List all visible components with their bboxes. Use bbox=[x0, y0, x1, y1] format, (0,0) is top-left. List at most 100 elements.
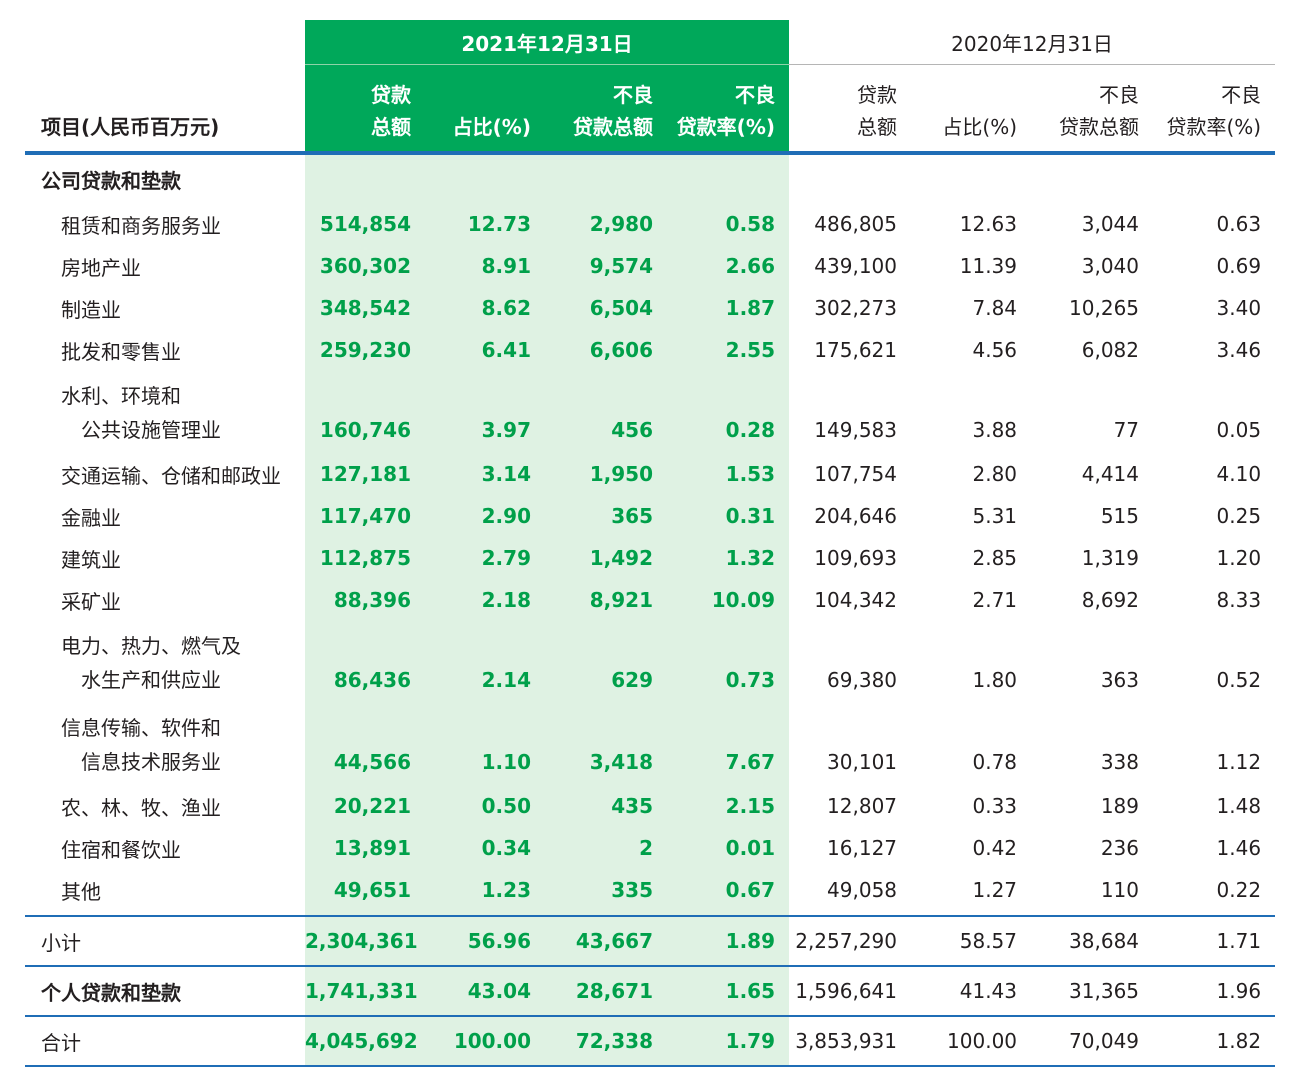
cell-share-2021: 8.62 bbox=[425, 287, 545, 329]
cell-npl-ratio-2020: 3.46 bbox=[1216, 338, 1262, 362]
cell-share-2021: 0.50 bbox=[425, 785, 545, 827]
cell-npl-ratio-2021: 2.55 bbox=[667, 329, 790, 371]
table-row: 采矿业 88,396 2.18 8,921 10.09 104,342 2.71 8,692 8… bbox=[25, 579, 1275, 621]
cell-loans-2021: 13,891 bbox=[305, 827, 425, 869]
col-2020-npl-l1: 不良 bbox=[1099, 83, 1140, 107]
cell-loans-2020: 104,342 bbox=[814, 588, 898, 612]
cell-npl-ratio-2020: 4.10 bbox=[1216, 462, 1262, 486]
blank-cell bbox=[1153, 153, 1275, 203]
cell-npl-2020: 6,082 bbox=[1081, 338, 1140, 362]
cell-npl-2020: 236 bbox=[1100, 836, 1140, 860]
section-row-corporate: 公司贷款和垫款 bbox=[25, 153, 1275, 203]
cell-loans-2021: 2,304,361 bbox=[305, 915, 425, 966]
cell-share-2021: 0.34 bbox=[425, 827, 545, 869]
cell-loans-2020: 302,273 bbox=[814, 296, 898, 320]
cell-loans-2020: 439,100 bbox=[814, 254, 898, 278]
row-label: 个人贷款和垫款 bbox=[25, 965, 305, 1016]
col-2020-nplr: 不良 贷款率(%) bbox=[1153, 64, 1276, 155]
row-label-line2: 水生产和供应业 bbox=[81, 668, 221, 692]
cell-npl-2021: 1,492 bbox=[545, 537, 667, 579]
cell-npl-ratio-2020: 1.71 bbox=[1153, 915, 1276, 966]
loan-industry-table-container: 2021年12月31日 2020年12月31日 项目(人民币百万元) 贷款 总额 … bbox=[25, 20, 1276, 1067]
cell-share-2021: 100.00 bbox=[425, 1015, 545, 1067]
spacer-cell bbox=[425, 911, 545, 916]
row-label-line2: 信息技术服务业 bbox=[81, 750, 221, 774]
cell-loans-2021: 127,181 bbox=[305, 453, 425, 495]
row-label: 交通运输、仓储和邮政业 bbox=[61, 463, 281, 488]
cell-npl-ratio-2021: 2.66 bbox=[667, 245, 790, 287]
col-2020-loans-l2: 总额 bbox=[857, 115, 898, 139]
cell-npl-2021: 8,921 bbox=[545, 579, 667, 621]
col-2020-share-label: 占比(%) bbox=[942, 115, 1018, 139]
cell-npl-ratio-2020: 1.96 bbox=[1153, 965, 1276, 1016]
cell-npl-2021: 629 bbox=[545, 621, 667, 703]
cell-share-2021: 2.18 bbox=[425, 579, 545, 621]
cell-share-2021: 2.79 bbox=[425, 537, 545, 579]
table-body: 公司贷款和垫款 租赁和商务服务业 514,854 12.73 2,980 0.58 486… bbox=[25, 153, 1276, 1067]
personal-loans-row: 个人贷款和垫款 1,741,331 43.04 28,671 1.65 1,596,641… bbox=[25, 965, 1276, 1016]
cell-loans-2021: 259,230 bbox=[305, 329, 425, 371]
cell-npl-2020: 4,414 bbox=[1081, 462, 1140, 486]
grand-total-row: 合计 4,045,692 100.00 72,338 1.79 3,853,931 100.… bbox=[25, 1015, 1276, 1067]
cell-loans-2020: 486,805 bbox=[814, 212, 898, 236]
cell-npl-2021: 335 bbox=[545, 869, 667, 911]
row-label: 租赁和商务服务业 bbox=[61, 213, 221, 238]
cell-npl-2021: 2 bbox=[545, 827, 667, 869]
cell-npl-ratio-2020: 1.48 bbox=[1216, 794, 1262, 818]
cell-loans-2020: 69,380 bbox=[827, 668, 898, 692]
cell-share-2021: 3.97 bbox=[425, 371, 545, 453]
row-label: 其他 bbox=[61, 879, 101, 904]
cell-loans-2020: 16,127 bbox=[827, 836, 898, 860]
row-label-line1: 水利、环境和 bbox=[61, 384, 181, 408]
cell-npl-ratio-2021: 1.87 bbox=[667, 287, 790, 329]
cell-share-2020: 2.80 bbox=[972, 462, 1018, 486]
cell-loans-2021: 86,436 bbox=[305, 621, 425, 703]
cell-loans-2021: 44,566 bbox=[305, 703, 425, 785]
cell-share-2020: 4.56 bbox=[972, 338, 1018, 362]
cell-share-2021: 12.73 bbox=[425, 203, 545, 245]
cell-npl-ratio-2020: 0.22 bbox=[1216, 878, 1262, 902]
cell-loans-2021: 514,854 bbox=[305, 203, 425, 245]
blank-cell bbox=[911, 153, 1031, 203]
cell-npl-ratio-2021: 0.01 bbox=[667, 827, 790, 869]
cell-npl-ratio-2021: 1.89 bbox=[667, 915, 790, 966]
table-row: 制造业 348,542 8.62 6,504 1.87 302,273 7.84 10,265… bbox=[25, 287, 1275, 329]
row-label: 批发和零售业 bbox=[61, 339, 181, 364]
cell-npl-ratio-2021: 1.53 bbox=[667, 453, 790, 495]
blank-cell bbox=[789, 153, 911, 203]
cell-npl-2020: 1,319 bbox=[1081, 546, 1140, 570]
col-2020-npl: 不良 贷款总额 bbox=[1031, 64, 1154, 155]
cell-npl-2021: 43,667 bbox=[545, 915, 667, 966]
cell-npl-2021: 365 bbox=[545, 495, 667, 537]
cell-share-2020: 100.00 bbox=[911, 1015, 1032, 1067]
cell-loans-2021: 88,396 bbox=[305, 579, 425, 621]
highlight-cell bbox=[545, 153, 667, 203]
table-row: 信息传输、软件和 信息技术服务业 44,566 1.10 3,418 7.67 30,101… bbox=[25, 703, 1275, 785]
cell-npl-ratio-2020: 0.69 bbox=[1216, 254, 1262, 278]
cell-npl-ratio-2020: 1.46 bbox=[1216, 836, 1262, 860]
cell-loans-2021: 112,875 bbox=[305, 537, 425, 579]
table-row: 交通运输、仓储和邮政业 127,181 3.14 1,950 1.53 107,754 2.… bbox=[25, 453, 1275, 495]
cell-share-2021: 43.04 bbox=[425, 965, 545, 1016]
cell-npl-2020: 8,692 bbox=[1081, 588, 1140, 612]
cell-share-2021: 8.91 bbox=[425, 245, 545, 287]
cell-npl-2020: 189 bbox=[1100, 794, 1140, 818]
table-row: 其他 49,651 1.23 335 0.67 49,058 1.27 110 0.22 bbox=[25, 869, 1275, 911]
cell-npl-2020: 110 bbox=[1100, 878, 1140, 902]
col-2021-nplr: 不良 贷款率(%) bbox=[667, 64, 790, 155]
col-2021-loans: 贷款 总额 bbox=[305, 64, 425, 155]
cell-npl-ratio-2020: 0.63 bbox=[1216, 212, 1262, 236]
table-row: 批发和零售业 259,230 6.41 6,606 2.55 175,621 4.56 6,0… bbox=[25, 329, 1275, 371]
cell-npl-ratio-2020: 0.25 bbox=[1216, 504, 1262, 528]
cell-npl-2021: 456 bbox=[545, 371, 667, 453]
table-row: 房地产业 360,302 8.91 9,574 2.66 439,100 11.39 3,04… bbox=[25, 245, 1275, 287]
highlight-cell bbox=[305, 153, 425, 203]
cell-npl-2020: 515 bbox=[1100, 504, 1140, 528]
col-2021-loans-l2: 总额 bbox=[371, 115, 411, 139]
table-row: 电力、热力、燃气及 水生产和供应业 86,436 2.14 629 0.73 69,380 1… bbox=[25, 621, 1275, 703]
table-row: 租赁和商务服务业 514,854 12.73 2,980 0.58 486,805 12.6… bbox=[25, 203, 1275, 245]
col-2021-npl-l1: 不良 bbox=[613, 83, 653, 107]
blank-cell bbox=[1031, 153, 1153, 203]
cell-loans-2021: 360,302 bbox=[305, 245, 425, 287]
col-2021-nplr-l1: 不良 bbox=[735, 83, 776, 107]
